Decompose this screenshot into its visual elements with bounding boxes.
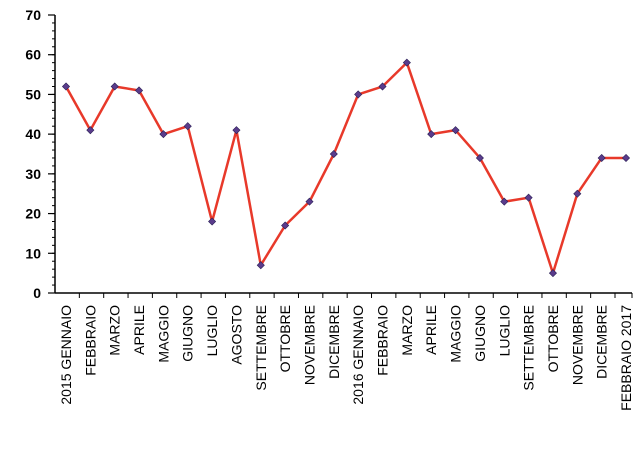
data-point-marker [305, 197, 314, 206]
x-tick-label: APRILE [131, 305, 147, 355]
x-tick-label: FEBBRAIO [82, 305, 98, 376]
series-line [64, 61, 626, 275]
data-point-marker [183, 122, 192, 131]
x-tick-label: FEBBRAIO [375, 305, 391, 376]
y-tick-label: 0 [33, 285, 41, 301]
data-point-marker [354, 90, 363, 99]
data-point-marker [500, 197, 509, 206]
data-point-marker [110, 82, 119, 91]
x-axis-ticks: 2015 GENNAIO FEBBRAIO MARZO APRILE MAGGIO GIU… [58, 293, 634, 411]
y-tick-label: 30 [25, 166, 41, 182]
x-tick-label: DICEMBRE [594, 305, 610, 379]
x-tick-label: GIUGNO [472, 305, 488, 362]
y-tick-label: 60 [25, 47, 41, 63]
data-point-marker [208, 217, 217, 226]
data-point-marker [256, 261, 265, 270]
x-tick-label: MAGGIO [155, 305, 171, 363]
x-tick-label: SETTEMBRE [521, 305, 537, 391]
data-point-marker [135, 86, 144, 95]
x-tick-label: DICEMBRE [326, 305, 342, 379]
data-point-marker [427, 130, 436, 139]
data-point-marker [86, 126, 95, 135]
data-point-marker [524, 193, 533, 202]
data-point-marker [281, 221, 290, 230]
x-tick-label: APRILE [423, 305, 439, 355]
data-point-marker [402, 58, 411, 67]
data-point-marker [475, 153, 484, 162]
x-tick-label: NOVEMBRE [301, 305, 317, 385]
y-tick-label: 70 [25, 7, 41, 23]
x-tick-label: SETTEMBRE [253, 305, 269, 391]
data-point-marker [159, 130, 168, 139]
data-point-marker [232, 126, 241, 135]
data-point-marker [597, 153, 606, 162]
x-tick-label: MAGGIO [448, 305, 464, 363]
x-tick-label: OTTOBRE [277, 305, 293, 372]
x-tick-label: 2016 GENNAIO [350, 305, 366, 405]
x-tick-label: AGOSTO [228, 305, 244, 365]
x-tick-label: NOVEMBRE [569, 305, 585, 385]
x-tick-label: MARZO [107, 305, 123, 356]
x-tick-label: GIUGNO [180, 305, 196, 362]
series-layer [61, 58, 631, 278]
data-point-marker [61, 82, 71, 91]
y-tick-label: 10 [25, 245, 41, 261]
data-point-marker [329, 149, 338, 159]
data-point-marker [378, 82, 387, 91]
x-tick-label: LUGLIO [496, 305, 512, 356]
x-tick-label: MARZO [399, 305, 415, 356]
data-point-marker [548, 269, 557, 278]
data-point-marker [451, 126, 460, 135]
data-point-marker [621, 153, 631, 162]
x-tick-label: OTTOBRE [545, 305, 561, 372]
x-tick-label: LUGLIO [204, 305, 220, 356]
y-tick-label: 40 [25, 126, 41, 142]
y-tick-label: 50 [25, 86, 41, 102]
y-tick-label: 20 [25, 206, 41, 222]
data-point-marker [573, 189, 582, 198]
x-tick-label: 2015 GENNAIO [58, 305, 74, 405]
x-tick-label: FEBBRAIO 2017 [618, 305, 634, 411]
